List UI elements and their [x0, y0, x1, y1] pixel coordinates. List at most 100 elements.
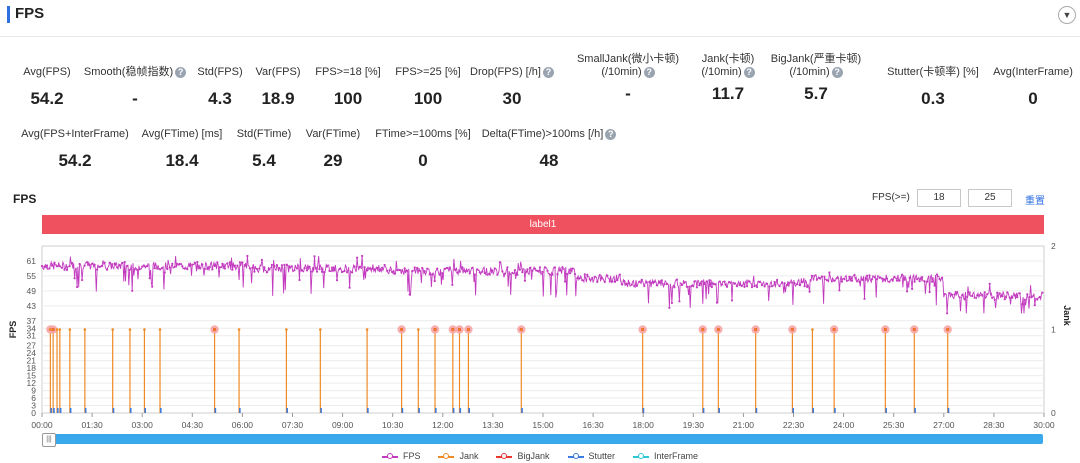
legend-label: InterFrame	[654, 451, 699, 461]
metric-label: Std(FTime)	[236, 128, 292, 140]
fps-point	[961, 294, 964, 297]
y-tick-label: 6	[31, 393, 36, 403]
fps-point	[63, 268, 66, 271]
fps-point	[938, 277, 941, 281]
fps-point	[606, 274, 609, 277]
help-icon[interactable]: ?	[175, 66, 187, 78]
legend-swatch-icon	[381, 452, 398, 459]
fps-point	[228, 261, 231, 264]
fps-point	[543, 266, 547, 269]
metric-label: Jank(卡顿) (/10min)?	[701, 53, 755, 78]
fps-point	[963, 298, 966, 301]
metric-metrics_row2-4: FTime>=100ms [%] 0	[353, 128, 493, 171]
help-icon[interactable]: ?	[643, 66, 655, 78]
fps-point	[138, 268, 141, 271]
fps-point	[423, 270, 426, 273]
fps-point	[133, 268, 136, 271]
fps-point	[161, 266, 164, 270]
fps-point	[523, 279, 527, 282]
fps-point	[528, 266, 532, 270]
fps-point	[616, 279, 619, 282]
fps-point	[536, 269, 539, 272]
fps-point	[186, 268, 189, 271]
jank-point	[912, 328, 916, 331]
fps-point	[45, 264, 49, 267]
scrollbar-handle[interactable]: |||	[42, 433, 56, 447]
metric-value: 29	[323, 151, 343, 170]
metric-value: 5.4	[252, 151, 276, 170]
fps-point	[371, 267, 374, 270]
fps-point	[218, 266, 221, 269]
fps-point	[818, 277, 821, 280]
fps-point	[655, 284, 658, 287]
metric-value: 54.2	[30, 89, 64, 108]
fps-point	[148, 277, 151, 280]
fps-point	[60, 266, 64, 269]
fps-point	[163, 271, 166, 274]
fps-point	[388, 269, 391, 272]
fps-point	[771, 285, 774, 288]
x-tick-label: 15:00	[532, 420, 554, 430]
fps-point	[745, 285, 749, 288]
fps-point	[340, 270, 344, 274]
help-icon[interactable]: ?	[743, 66, 755, 78]
fps-point	[683, 281, 686, 284]
fps-point	[603, 280, 606, 283]
reset-button[interactable]: 重置	[1025, 196, 1045, 207]
fps-point	[501, 270, 504, 273]
legend-label: BigJank	[517, 451, 550, 461]
fps-threshold-input-1[interactable]: 18	[917, 189, 961, 207]
fps-point	[845, 279, 849, 282]
fps-point	[451, 283, 454, 286]
fps-point	[471, 266, 474, 269]
fps-point	[900, 273, 904, 276]
y-tick-label: 43	[27, 301, 37, 311]
fps-point	[735, 285, 739, 288]
fps-point	[463, 270, 466, 273]
fps-point	[690, 284, 694, 287]
jank-point	[754, 328, 757, 331]
metric-value: 0	[418, 151, 428, 170]
legend-item-interframe[interactable]: InterFrame	[633, 451, 698, 461]
y-tick-label: 31	[27, 331, 37, 341]
time-scrollbar[interactable]	[45, 434, 1043, 444]
help-icon[interactable]: ?	[831, 66, 843, 78]
fps-point	[591, 276, 594, 280]
metric-metrics_row1-1: Smooth(稳帧指数)? -	[65, 66, 205, 109]
metric-label: Avg(FPS)	[23, 66, 71, 78]
fps-threshold-input-2[interactable]: 25	[968, 189, 1012, 207]
fps-point	[906, 290, 909, 293]
fps-point	[855, 280, 859, 283]
help-icon[interactable]: ?	[542, 66, 554, 78]
fps-point	[403, 267, 406, 270]
fps-point	[688, 285, 691, 288]
fps-point	[768, 285, 771, 288]
fps-point	[108, 261, 111, 264]
metric-metrics_row1-6: Drop(FPS) [/h]? 30	[442, 66, 582, 109]
fps-point	[863, 297, 866, 300]
chevron-down-icon[interactable]: ▼	[1058, 6, 1076, 24]
fps-point	[431, 273, 434, 276]
legend-item-jank[interactable]: Jank	[438, 451, 478, 461]
fps-point	[638, 280, 641, 283]
jank-point	[111, 328, 114, 331]
metric-label: FPS>=18 [%]	[315, 66, 381, 78]
fps-point	[258, 267, 261, 270]
fps-point	[951, 293, 954, 296]
legend-item-fps[interactable]: FPS	[381, 451, 420, 461]
legend-item-stutter[interactable]: Stutter	[567, 451, 615, 461]
help-icon[interactable]: ?	[605, 128, 617, 140]
metric-metrics_row2-5: Delta(FTime)>100ms [/h]? 48	[479, 128, 619, 171]
x-tick-label: 12:00	[432, 420, 454, 430]
metric-metrics_row1-3: Var(FPS) 18.9	[208, 66, 348, 109]
fps-point	[830, 280, 834, 283]
metric-label: SmallJank(微小卡顿) (/10min)?	[576, 53, 680, 78]
fps-point	[720, 283, 724, 286]
legend-item-bigjank[interactable]: BigJank	[496, 451, 550, 461]
fps-point	[670, 301, 674, 304]
label-band[interactable]: label1	[42, 215, 1044, 234]
jank-point	[58, 328, 62, 331]
fps-point	[928, 290, 931, 294]
fps-point	[318, 268, 321, 271]
fps-point	[213, 264, 216, 267]
